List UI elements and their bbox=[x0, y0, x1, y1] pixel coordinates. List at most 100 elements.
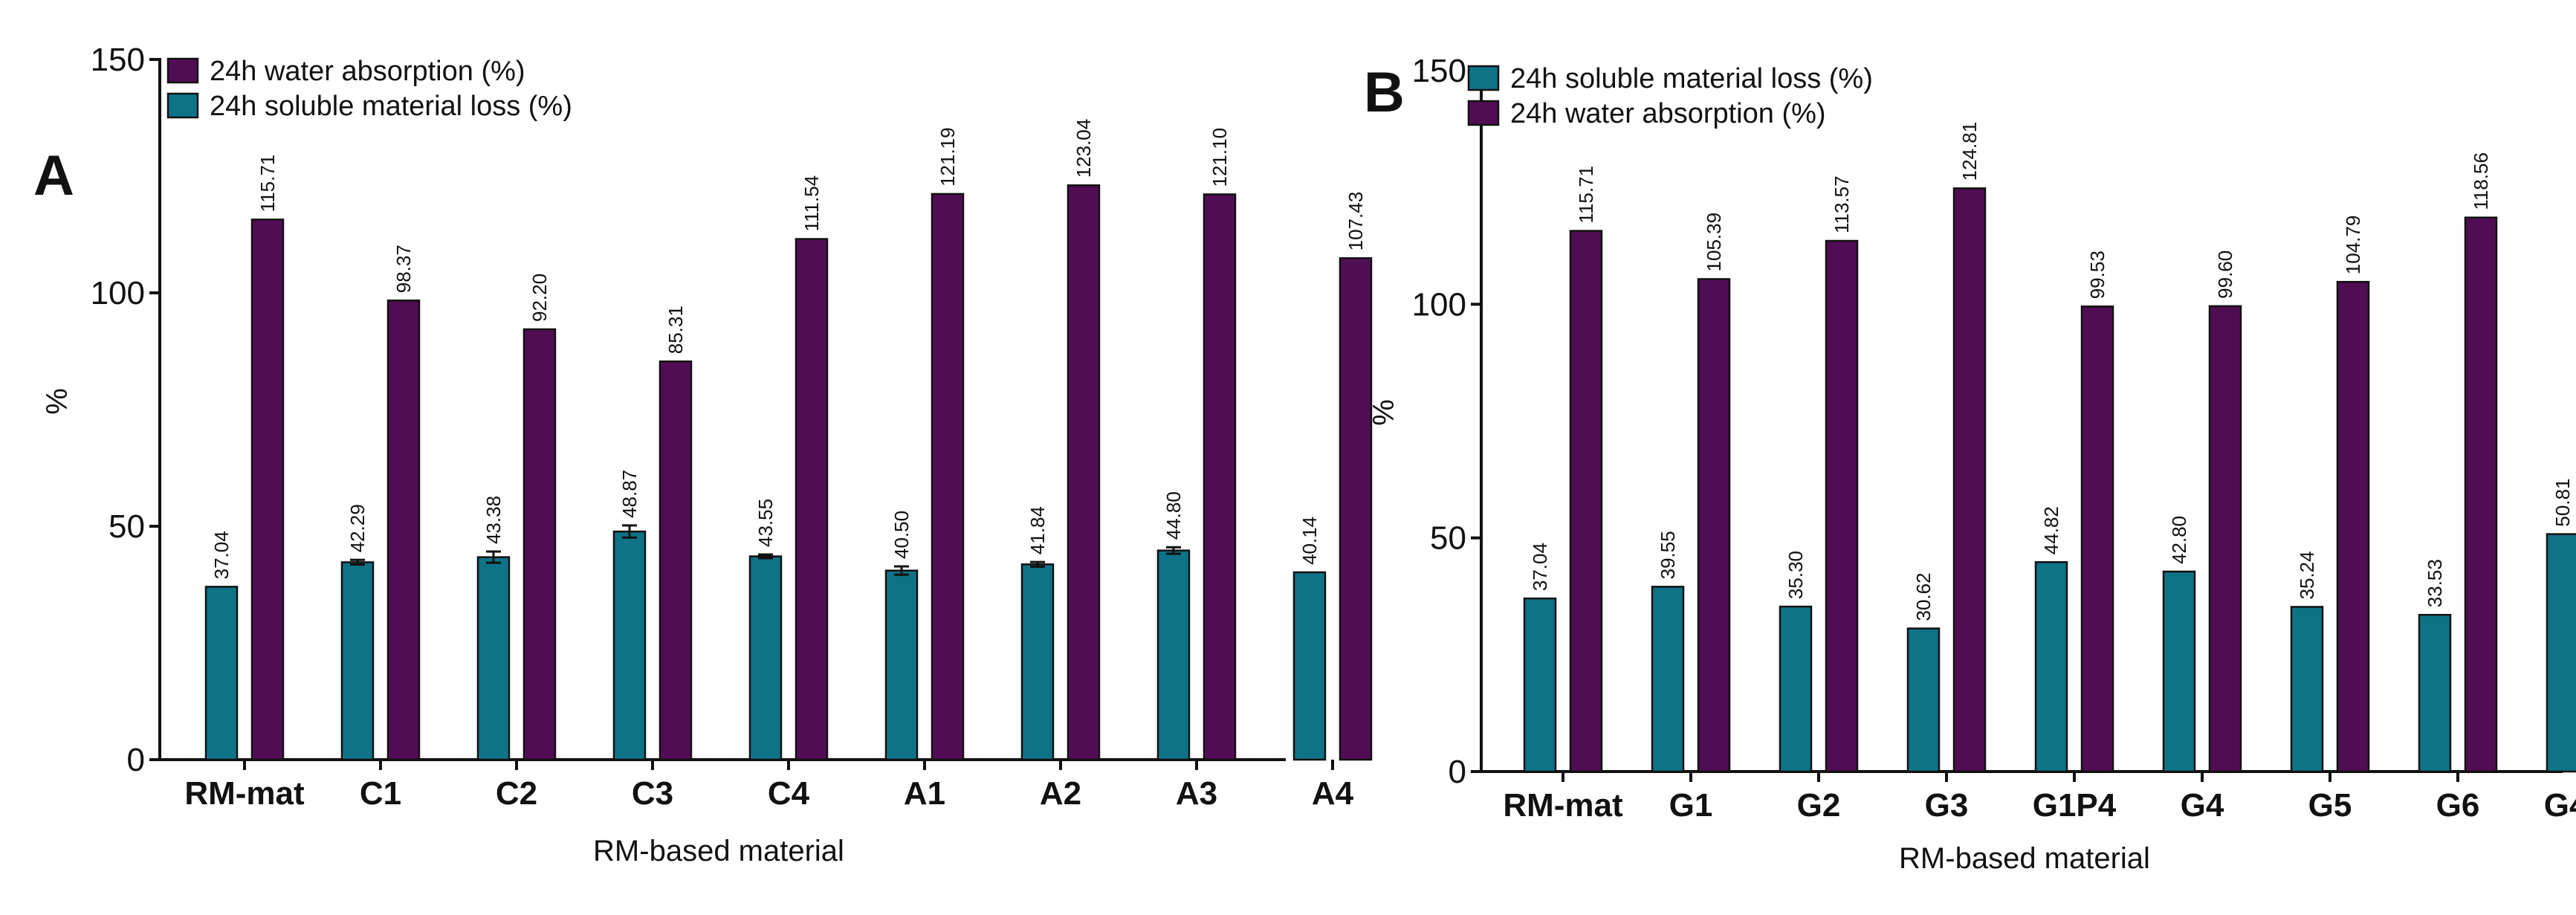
legend-swatch bbox=[166, 57, 199, 84]
data-label: 44.80 bbox=[1162, 491, 1185, 540]
x-axis-title: RM-based material bbox=[1899, 842, 2150, 875]
panel-label: B bbox=[1364, 61, 1405, 124]
bar-water-absorption bbox=[1697, 278, 1731, 773]
bar-soluble-loss bbox=[340, 561, 375, 761]
bar-soluble-loss bbox=[1523, 597, 1557, 773]
bar-water-absorption bbox=[2208, 305, 2242, 773]
x-tick-label: A1 bbox=[904, 775, 945, 812]
data-label: 121.10 bbox=[1208, 128, 1231, 187]
bar-water-absorption bbox=[658, 360, 693, 761]
data-label: 115.71 bbox=[256, 155, 279, 213]
data-label: 37.04 bbox=[1529, 543, 1551, 591]
bar-water-absorption bbox=[2464, 216, 2498, 773]
bar-soluble-loss bbox=[2418, 613, 2452, 773]
data-label: 99.53 bbox=[2086, 250, 2109, 299]
x-tick-label: RM-mat bbox=[184, 775, 305, 812]
bar-soluble-loss bbox=[1020, 563, 1055, 761]
bar-water-absorption bbox=[2080, 305, 2114, 773]
x-tick-label: G4 bbox=[2181, 787, 2224, 824]
bar-soluble-loss bbox=[1906, 627, 1941, 773]
bar-soluble-loss bbox=[1651, 586, 1685, 773]
legend-entry: 24h water absorption (%) bbox=[1510, 98, 1826, 129]
data-label: 107.43 bbox=[1344, 192, 1367, 251]
bar-soluble-loss bbox=[1779, 605, 1813, 773]
data-label: 124.81 bbox=[1958, 122, 1981, 181]
bar-water-absorption bbox=[386, 299, 421, 761]
x-tick-label: G1P4 bbox=[2033, 787, 2117, 824]
data-label: 42.29 bbox=[346, 504, 369, 552]
bar-soluble-loss bbox=[748, 555, 783, 761]
data-label: 115.71 bbox=[1575, 166, 1597, 224]
data-label: 43.55 bbox=[754, 499, 777, 547]
data-label: 35.30 bbox=[1784, 551, 1807, 599]
data-label: 113.57 bbox=[1831, 175, 1853, 233]
data-label: 105.39 bbox=[1703, 213, 1725, 272]
data-label: 121.19 bbox=[936, 127, 959, 187]
bar-water-absorption bbox=[1952, 187, 1987, 773]
bar-water-absorption bbox=[931, 193, 965, 761]
y-tick-label: 50 bbox=[109, 508, 145, 545]
legend-swatch bbox=[1467, 100, 1500, 126]
x-tick-label: G1 bbox=[1669, 787, 1713, 824]
bar-soluble-loss bbox=[1156, 549, 1191, 761]
x-tick-label: A3 bbox=[1176, 775, 1217, 812]
x-tick-label: G2 bbox=[1797, 787, 1841, 824]
data-label: 98.37 bbox=[392, 245, 415, 293]
data-label: 104.79 bbox=[2342, 216, 2364, 275]
x-axis-title: RM-based material bbox=[593, 835, 844, 867]
data-label: 99.60 bbox=[2214, 250, 2236, 299]
bar-water-absorption bbox=[1569, 230, 1603, 773]
bar-soluble-loss bbox=[884, 569, 919, 761]
y-tick-label: 50 bbox=[1430, 520, 1466, 557]
data-label: 40.50 bbox=[890, 511, 913, 559]
y-tick-label: 0 bbox=[127, 742, 145, 778]
data-label: 92.20 bbox=[528, 274, 551, 322]
bar-water-absorption bbox=[2336, 280, 2370, 773]
legend-entry: 24h soluble material loss (%) bbox=[210, 91, 572, 122]
x-tick-label: C4 bbox=[768, 775, 810, 812]
x-tick-label: G5 bbox=[2308, 787, 2352, 824]
data-label: 41.84 bbox=[1026, 506, 1049, 555]
bar-soluble-loss bbox=[2034, 560, 2068, 773]
bar-water-absorption bbox=[250, 219, 285, 761]
y-axis-title: % bbox=[1368, 399, 1400, 426]
y-tick-label: 100 bbox=[91, 275, 145, 311]
bar-soluble-loss bbox=[2290, 606, 2324, 773]
legend-entry: 24h soluble material loss (%) bbox=[1510, 63, 1873, 94]
data-label: 37.04 bbox=[210, 531, 233, 579]
bar-soluble-loss bbox=[476, 556, 511, 761]
bar-soluble-loss bbox=[1292, 571, 1327, 761]
bar-water-absorption bbox=[1203, 193, 1237, 761]
y-axis-title: % bbox=[41, 388, 74, 415]
chart-panel-a: A 0 50 100 150% RM-based material 37.04 115.71 R… bbox=[33, 42, 1373, 867]
data-label: 118.56 bbox=[2470, 152, 2492, 210]
bar-water-absorption bbox=[1067, 184, 1101, 761]
bar-water-absorption bbox=[795, 238, 829, 761]
data-label: 42.80 bbox=[2168, 516, 2190, 564]
legend-entry: 24h water absorption (%) bbox=[210, 56, 525, 87]
bar-soluble-loss bbox=[204, 586, 239, 761]
bar-soluble-loss bbox=[612, 530, 647, 761]
x-tick-label: C1 bbox=[360, 775, 401, 812]
data-label: 35.24 bbox=[2296, 551, 2318, 599]
data-label: 123.04 bbox=[1072, 119, 1095, 178]
x-tick-label: A4 bbox=[1312, 775, 1354, 812]
bar-water-absorption bbox=[522, 328, 557, 761]
x-tick-label: C2 bbox=[496, 775, 537, 812]
legend-swatch bbox=[1467, 65, 1500, 91]
chart-panel-b: B 0 50 100 150% RM-based material 37.04 115.71 R… bbox=[1364, 53, 2576, 875]
x-tick-label: G6 bbox=[2436, 787, 2480, 824]
data-label: 43.38 bbox=[482, 496, 505, 544]
x-tick-label: A2 bbox=[1040, 775, 1081, 812]
data-label: 44.82 bbox=[2040, 506, 2062, 555]
data-label: 39.55 bbox=[1657, 531, 1679, 579]
bar-water-absorption bbox=[1825, 239, 1859, 773]
bar-water-absorption bbox=[1339, 257, 1373, 761]
x-tick-label: G3 bbox=[1925, 787, 1969, 824]
data-label: 85.31 bbox=[664, 305, 687, 354]
x-tick-label: C3 bbox=[632, 775, 673, 812]
data-label: 40.14 bbox=[1298, 517, 1321, 565]
data-label: 33.53 bbox=[2424, 559, 2446, 607]
